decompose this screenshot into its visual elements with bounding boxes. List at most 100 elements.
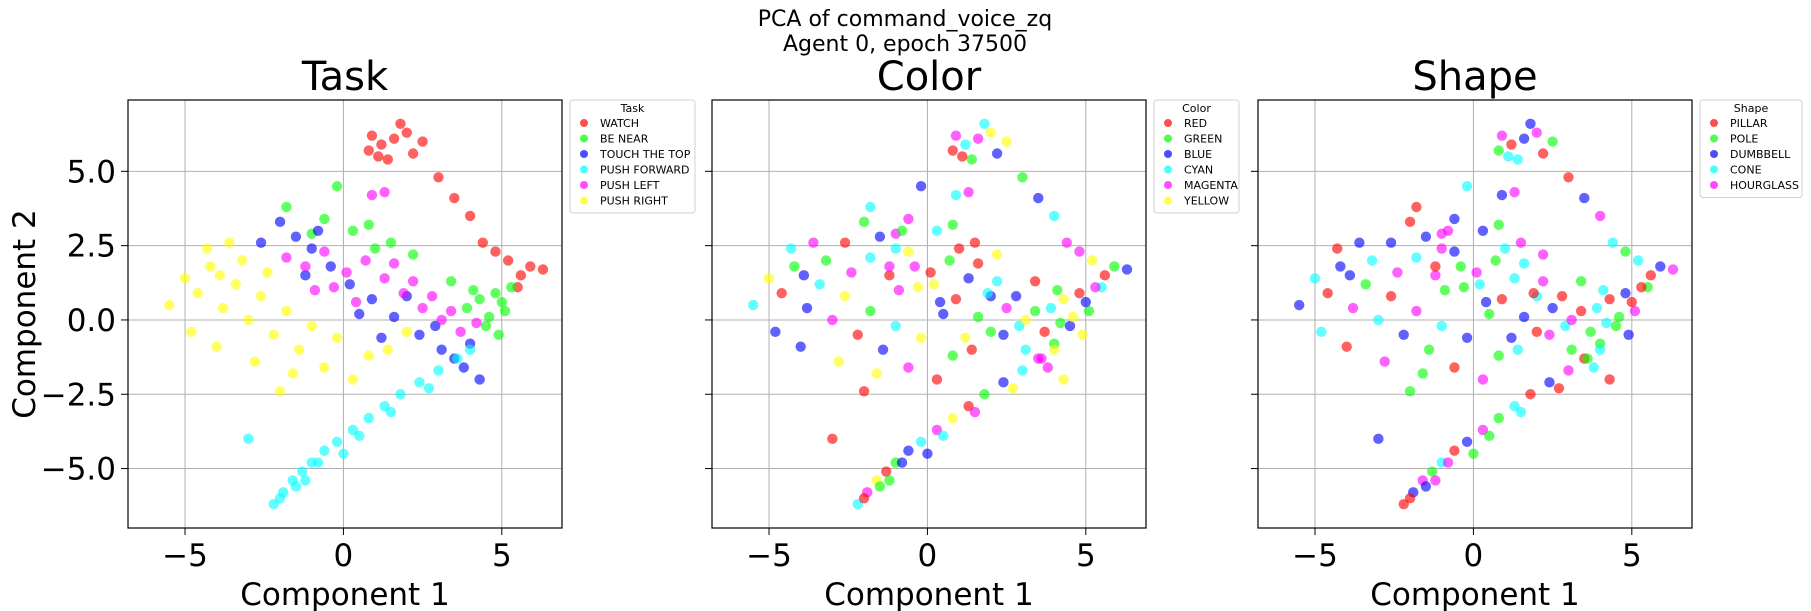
data-point	[274, 216, 286, 228]
data-point	[319, 445, 330, 456]
legend-marker	[1710, 181, 1718, 189]
data-point	[1058, 374, 1069, 385]
data-point	[1528, 287, 1539, 299]
data-point	[1575, 276, 1587, 287]
data-point	[1566, 344, 1577, 355]
data-point	[1503, 151, 1514, 162]
data-point	[319, 362, 330, 373]
data-point	[1461, 436, 1473, 448]
legend-label: YELLOW	[1183, 195, 1229, 208]
data-point	[763, 273, 775, 284]
data-point	[474, 374, 485, 385]
plot-frame	[711, 99, 1147, 529]
panel-title: Shape	[1412, 54, 1537, 100]
figure-title-line1: PCA of command_voice_zq	[758, 7, 1052, 32]
data-point	[464, 210, 476, 222]
data-point	[483, 311, 495, 323]
data-point	[366, 130, 378, 141]
tick-label-y: 5.0	[67, 154, 116, 190]
data-point	[884, 261, 895, 272]
data-point	[312, 225, 324, 236]
data-point	[979, 118, 990, 129]
data-point	[1591, 302, 1603, 314]
data-point	[1385, 237, 1397, 248]
data-point	[1404, 216, 1416, 228]
data-point	[319, 213, 330, 225]
data-point	[982, 287, 993, 299]
legend-label: PUSH RIGHT	[600, 195, 668, 208]
data-point	[1385, 290, 1397, 302]
data-point	[1420, 481, 1432, 492]
figure-title-line2: Agent 0, epoch 37500	[783, 32, 1027, 57]
data-point	[998, 329, 1009, 341]
data-point	[1099, 270, 1111, 281]
data-point	[217, 302, 229, 314]
data-point	[890, 320, 901, 332]
data-point	[537, 264, 549, 275]
data-point	[865, 252, 876, 263]
data-point	[347, 374, 359, 385]
data-point	[798, 270, 810, 281]
data-point	[1404, 493, 1416, 504]
data-point	[363, 145, 374, 156]
data-point	[201, 243, 213, 254]
data-point	[414, 377, 425, 388]
data-point	[525, 261, 536, 272]
data-point	[1449, 445, 1460, 456]
data-point	[262, 267, 273, 278]
data-point	[1588, 362, 1599, 373]
data-point	[395, 118, 406, 129]
data-point	[214, 270, 226, 281]
data-point	[186, 326, 197, 338]
legend-label: BLUE	[1184, 148, 1212, 161]
data-point	[366, 189, 378, 201]
data-point	[972, 311, 984, 323]
data-point	[1566, 314, 1577, 326]
data-point	[502, 255, 514, 266]
data-point	[1556, 290, 1568, 302]
data-point	[827, 433, 838, 445]
data-point	[1496, 130, 1508, 141]
data-point	[1471, 267, 1482, 278]
data-point	[1610, 320, 1622, 332]
data-point	[300, 270, 311, 281]
data-point	[944, 255, 955, 266]
legend-label: CONE	[1730, 164, 1762, 177]
data-point	[1309, 273, 1321, 284]
data-point	[1585, 326, 1596, 338]
data-point	[1449, 246, 1460, 257]
data-point	[1506, 332, 1517, 343]
data-point	[1045, 302, 1057, 314]
data-point	[1007, 383, 1019, 394]
tick-label-y: 2.5	[67, 229, 116, 265]
plot-frame	[1257, 99, 1693, 529]
data-point	[331, 436, 343, 448]
data-point	[417, 302, 428, 314]
data-point	[1553, 383, 1565, 394]
legend-marker	[1164, 196, 1172, 205]
tick-label-x: −5	[1292, 538, 1338, 574]
data-point	[328, 282, 340, 293]
data-point	[1366, 255, 1378, 266]
data-point	[1594, 210, 1606, 222]
legend-title: Shape	[1734, 102, 1769, 115]
data-point	[331, 180, 343, 192]
legend-label: GREEN	[1184, 133, 1222, 146]
data-point	[1055, 317, 1066, 329]
y-axis-label: Component 2	[7, 209, 43, 419]
data-point	[1001, 302, 1012, 314]
data-point	[407, 276, 419, 287]
data-point	[1645, 270, 1657, 281]
data-point	[1029, 276, 1041, 287]
data-point	[922, 448, 933, 459]
data-point	[1036, 353, 1047, 364]
data-point	[1121, 264, 1133, 275]
data-point	[991, 276, 1003, 287]
data-point	[1598, 285, 1609, 296]
data-point	[407, 249, 419, 260]
tick-label-x: −5	[162, 538, 208, 574]
tick-label-x: 5	[492, 538, 512, 574]
data-point	[499, 305, 511, 317]
data-point	[1512, 154, 1523, 165]
data-point	[388, 133, 400, 144]
